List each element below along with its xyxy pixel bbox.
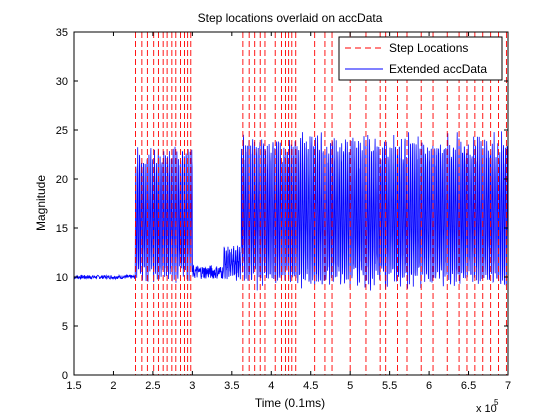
- x-tick-label: 5: [347, 380, 353, 392]
- x-exponent-label: x 10: [476, 403, 497, 415]
- chart-title: Step locations overlaid on accData: [198, 11, 383, 25]
- y-tick-label: 30: [56, 76, 68, 88]
- y-tick-label: 15: [56, 223, 68, 235]
- y-tick-label: 0: [62, 370, 68, 382]
- x-tick-label: 5.5: [382, 380, 397, 392]
- x-tick-label: 2.5: [145, 380, 160, 392]
- x-tick-label: 3: [189, 380, 195, 392]
- y-tick-label: 25: [56, 125, 68, 137]
- y-tick-label: 20: [56, 174, 68, 186]
- legend: Step Locations Extended accData: [338, 36, 503, 81]
- x-tick-label: 6: [426, 380, 432, 392]
- x-tick-label: 4.5: [303, 380, 318, 392]
- legend-label-extended-accdata: Extended accData: [389, 62, 487, 76]
- y-tick-label: 5: [62, 321, 68, 333]
- x-exponent-power: 5: [494, 398, 499, 407]
- x-tick-label: 4: [268, 380, 274, 392]
- x-tick-label: 2: [110, 380, 116, 392]
- y-tick-label: 35: [56, 27, 68, 39]
- y-axis-label: Magnitude: [34, 175, 48, 231]
- series-line-extended-accdata: [74, 131, 508, 291]
- x-tick-label: 3.5: [224, 380, 239, 392]
- legend-box: [338, 36, 503, 81]
- plot-frame: [73, 31, 509, 376]
- y-tick-label: 10: [56, 272, 68, 284]
- x-tick-label: 7: [505, 380, 511, 392]
- axis-ticks: 1.5 2 2.5 3 3.5 4 4.5 5 5.5 6 6.5 7 0 5 10 15 20 25 30 35: [56, 27, 511, 392]
- x-tick-label: 1.5: [66, 380, 81, 392]
- x-tick-label: 6.5: [461, 380, 476, 392]
- x-axis-label: Time (0.1ms): [255, 396, 325, 410]
- legend-label-step-locations: Step Locations: [389, 41, 468, 55]
